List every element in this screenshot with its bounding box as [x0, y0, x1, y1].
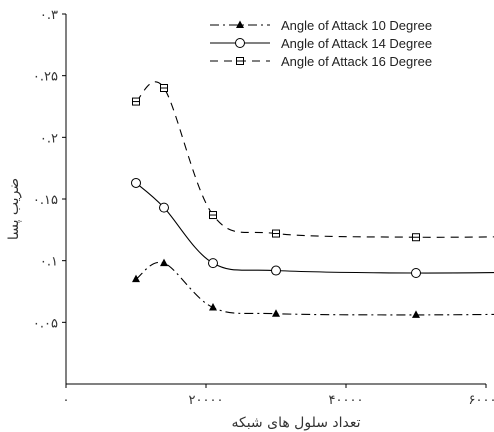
- y-tick-label: ۰.۰۵: [33, 316, 58, 331]
- axes: [65, 14, 486, 385]
- y-tick-label: ۰.۲۵: [33, 70, 58, 85]
- legend: Angle of Attack 10 Degree Angle of Attack…: [210, 18, 432, 69]
- data-point: [132, 274, 140, 283]
- x-tick-label: ۲۰۰۰۰: [189, 393, 224, 408]
- data-point: [208, 258, 218, 269]
- y-tick-label: ۰.۳: [40, 8, 58, 23]
- data-point: [411, 268, 421, 278]
- series-line: [135, 182, 494, 274]
- data-point: [271, 265, 281, 276]
- y-tick-label: ۰.۱۵: [33, 193, 58, 208]
- data-point: [131, 177, 141, 188]
- plot-area: [131, 81, 494, 318]
- x-tick-label: ۴۰۰۰۰: [329, 393, 364, 408]
- data-point: [272, 309, 280, 317]
- data-point: [209, 303, 217, 311]
- x-axis-label: تعداد سلول های شبکه: [231, 415, 360, 431]
- series-circle: [131, 177, 494, 278]
- legend-label: Angle of Attack 10 Degree: [281, 18, 432, 33]
- series-square: [132, 81, 494, 242]
- legend-marker: [235, 38, 245, 48]
- legend-marker: [236, 57, 244, 65]
- y-tick-label: ۰.۱: [40, 255, 58, 270]
- series-line: [135, 261, 494, 316]
- data-point: [209, 211, 217, 220]
- y-axis-label: ضریب پسا: [6, 178, 22, 240]
- series-line: [135, 81, 494, 238]
- data-point: [412, 310, 420, 318]
- data-point: [160, 258, 168, 267]
- legend-marker: [236, 20, 244, 28]
- x-tick-label: ۰: [63, 393, 70, 408]
- data-point: [412, 233, 420, 242]
- legend-label: Angle of Attack 14 Degree: [281, 36, 432, 51]
- data-point: [160, 84, 168, 92]
- y-tick-label: ۰.۲: [40, 131, 58, 146]
- data-point: [132, 97, 140, 106]
- data-point: [159, 202, 169, 213]
- legend-label: Angle of Attack 16 Degree: [281, 54, 432, 69]
- series-triangle: [132, 258, 494, 318]
- data-point: [272, 229, 280, 238]
